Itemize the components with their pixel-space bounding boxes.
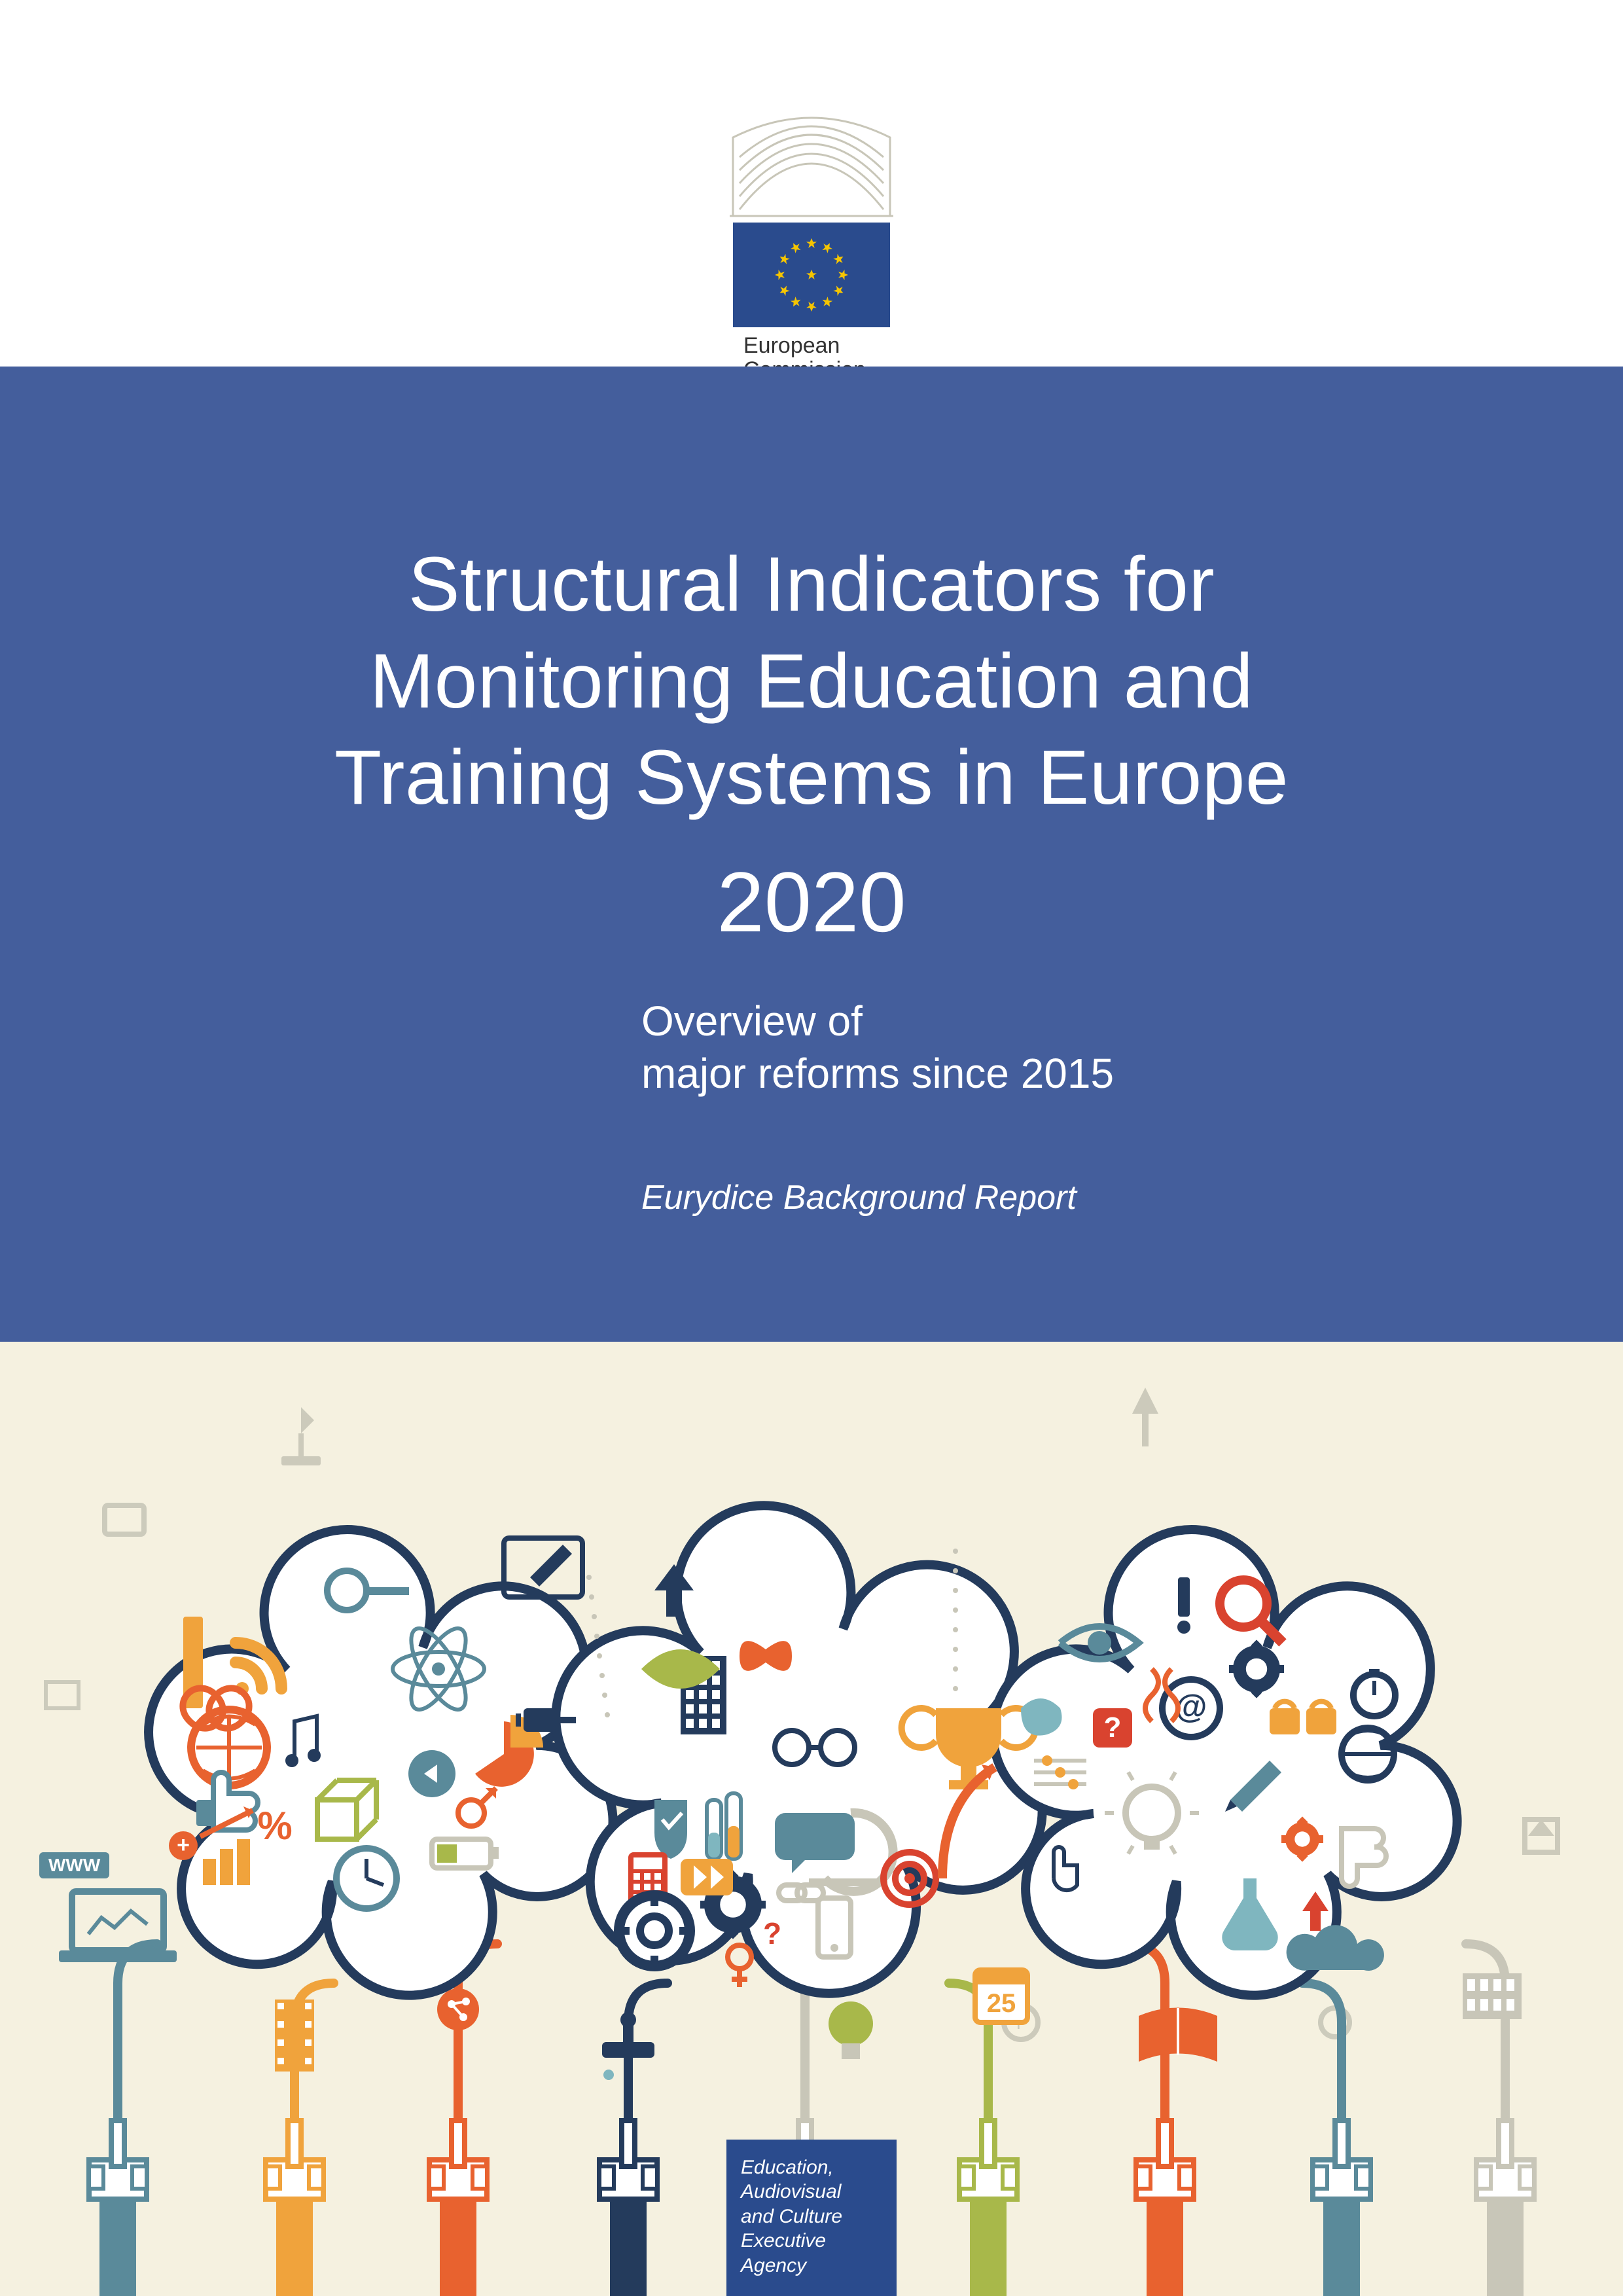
- agency-box: Education, Audiovisual and Culture Execu…: [726, 2140, 897, 2296]
- svg-text:?: ?: [763, 1916, 781, 1950]
- eu-flag-icon: [733, 223, 890, 327]
- subtitle-block: Overview of major reforms since 2015: [641, 995, 1114, 1100]
- ec-logo: European Commission: [674, 79, 949, 367]
- building-lines-icon: [674, 79, 949, 223]
- agency-line-3: and Culture: [741, 2204, 882, 2229]
- svg-text:+: +: [177, 1833, 190, 1857]
- header-white-area: European Commission: [0, 0, 1623, 367]
- title-line-1: Structural Indicators for: [0, 537, 1623, 634]
- title-line-2: Monitoring Education and: [0, 634, 1623, 730]
- title-line-3: Training Systems in Europe: [0, 730, 1623, 827]
- ec-label-line1: European: [743, 334, 880, 358]
- agency-line-2: Audiovisual: [741, 2179, 882, 2204]
- subtitle-line-1: Overview of: [641, 995, 1114, 1047]
- agency-line-4: Executive Agency: [741, 2229, 882, 2278]
- title-block: Structural Indicators for Monitoring Edu…: [0, 537, 1623, 951]
- title-year: 2020: [0, 853, 1623, 951]
- svg-text:?: ?: [1104, 1712, 1122, 1744]
- svg-text:25: 25: [987, 1989, 1016, 2018]
- report-line: Eurydice Background Report: [641, 1178, 1077, 1217]
- agency-line-1: Education,: [741, 2155, 882, 2180]
- svg-text:%: %: [257, 1804, 292, 1848]
- subtitle-line-2: major reforms since 2015: [641, 1047, 1114, 1100]
- title-panel: Structural Indicators for Monitoring Edu…: [0, 367, 1623, 1342]
- ec-building-graphic: [674, 79, 949, 223]
- www-tag: WWW: [39, 1852, 109, 1878]
- infographic-area: i %+?@? 25 WWW Education, Audiovisual an…: [0, 1342, 1623, 2296]
